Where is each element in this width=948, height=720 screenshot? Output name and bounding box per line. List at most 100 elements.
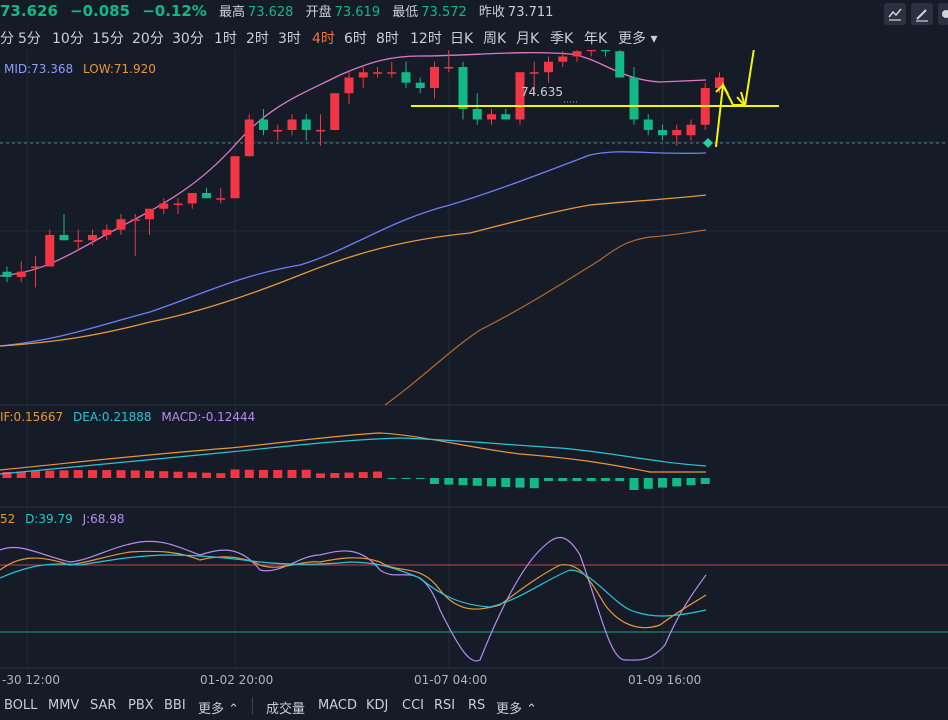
timeframe-tab[interactable]: 6时 xyxy=(344,31,367,47)
macd-histogram-bar xyxy=(216,473,226,478)
candle-body xyxy=(73,240,83,242)
grid-lines xyxy=(0,50,948,669)
macd-histogram-bar xyxy=(358,472,368,478)
indicator-tab[interactable]: BBI xyxy=(164,698,186,713)
x-axis-label: 01-07 04:00 xyxy=(414,673,488,687)
indicator-tab[interactable]: KDJ xyxy=(366,698,389,713)
x-axis-label: -30 12:00 xyxy=(2,673,60,687)
timeframe-tab[interactable]: 12时 xyxy=(410,31,442,47)
macd-histogram-bar xyxy=(586,478,596,481)
candle-body xyxy=(686,124,696,136)
candle-body xyxy=(629,77,639,120)
chart-area[interactable] xyxy=(0,50,948,690)
macd-histogram-bar xyxy=(202,472,211,478)
indicator-tab[interactable]: BOLL xyxy=(4,698,38,713)
timeframe-tab[interactable]: 更多 ▾ xyxy=(618,31,658,47)
macd-dea-label: DEA:0.21888 xyxy=(73,410,152,424)
draw-tool-button[interactable] xyxy=(911,3,933,25)
macd-histogram-bar xyxy=(415,478,425,479)
indicator-tab[interactable]: 更多 ⌃ xyxy=(496,702,538,717)
macd-histogram-bar xyxy=(145,470,154,478)
macd-histogram-bar xyxy=(572,478,582,481)
candle-body xyxy=(430,66,439,88)
candle-body xyxy=(558,56,568,62)
timeframe-tab[interactable]: 4时 xyxy=(312,31,335,47)
candle-body xyxy=(259,119,268,130)
candle-body xyxy=(145,208,154,220)
macd-histogram-bar xyxy=(187,472,197,478)
indicator-tab[interactable]: CCI xyxy=(402,698,424,713)
timeframe-tab[interactable]: 季K xyxy=(550,31,574,47)
candle-body xyxy=(401,72,411,83)
candle-body xyxy=(45,234,55,267)
indicator-tab[interactable]: 更多 ⌃ xyxy=(198,702,240,717)
candle-body xyxy=(2,271,12,277)
open-value: 73.619 xyxy=(334,5,381,20)
timeframe-tab[interactable]: 周K xyxy=(483,31,507,47)
indicator-tab[interactable]: 成交量 xyxy=(266,702,306,717)
candle-body xyxy=(458,66,468,109)
candle-body xyxy=(586,50,596,52)
macd-histogram-bar xyxy=(259,469,268,478)
annotations xyxy=(411,50,779,148)
candle-body xyxy=(287,119,297,130)
prev-close-value: 73.711 xyxy=(507,5,554,20)
macd-histogram-bar xyxy=(31,471,40,478)
timeframe-tab[interactable]: 月K xyxy=(516,31,540,47)
boll-lower-outer-line xyxy=(384,229,707,406)
timeframe-tab[interactable]: 年K xyxy=(584,31,608,47)
macd-histogram-bar xyxy=(558,478,568,481)
timeframe-tab[interactable]: 分 xyxy=(0,31,14,47)
indicator-tab[interactable]: MACD xyxy=(318,698,357,713)
pencil-icon xyxy=(916,9,928,22)
high-label: 最高 xyxy=(218,5,245,20)
timeframe-tab[interactable]: 20分 xyxy=(132,31,164,47)
candle-body xyxy=(387,72,397,74)
macd-histogram-bar xyxy=(401,478,411,479)
settings-button[interactable] xyxy=(938,3,948,25)
timeframe-tab[interactable]: 2时 xyxy=(246,31,269,47)
timeframe-tab[interactable]: 8时 xyxy=(376,31,399,47)
kdj-j-label: J:68.98 xyxy=(82,512,125,526)
candle-body xyxy=(230,156,240,199)
macd-histogram-bar xyxy=(2,472,12,478)
candle-body xyxy=(572,51,582,57)
macd-histogram-bar xyxy=(16,471,26,478)
candle-body xyxy=(31,266,40,268)
candle-body xyxy=(59,234,69,241)
candle-body xyxy=(601,50,610,52)
macd-histogram-bar xyxy=(273,469,283,478)
timeframe-tab[interactable]: 日K xyxy=(450,31,474,47)
indicator-tab[interactable]: RSI xyxy=(434,698,456,713)
macd-dif-label: IF:0.15667 xyxy=(0,410,64,424)
macd-histogram-bar xyxy=(73,470,83,478)
timeframe-tab[interactable]: 15分 xyxy=(92,31,124,47)
indicator-tab[interactable]: MMV xyxy=(48,698,80,713)
candle-body xyxy=(515,72,525,120)
macd-histogram-bar xyxy=(529,478,539,489)
bollinger-bands xyxy=(0,51,707,406)
timeframe-tab[interactable]: 3时 xyxy=(278,31,301,47)
candle-body xyxy=(159,203,169,209)
candle-body xyxy=(544,61,553,73)
price-change: −0.085 xyxy=(70,2,131,20)
timeframe-tab[interactable]: 10分 xyxy=(52,31,84,47)
candle-body xyxy=(330,93,340,130)
x-axis-label: 01-09 16:00 xyxy=(628,673,702,687)
kdj-legend: 52 D:39.79 J:68.98 xyxy=(0,512,125,526)
chart-style-button[interactable] xyxy=(884,3,906,25)
macd-histogram-bar xyxy=(458,478,468,486)
boll-legend: MID:73.368 LOW:71.920 xyxy=(4,62,156,76)
candle-body xyxy=(102,229,112,235)
quote-header: 73.626 −0.085 −0.12% 最高 73.628 开盘 73.619 最… xyxy=(0,0,880,22)
macd-histogram-bar xyxy=(601,478,610,481)
macd-histogram-bar xyxy=(244,469,254,478)
boll-mid-line xyxy=(0,151,707,347)
indicator-tab[interactable]: SAR xyxy=(90,698,117,713)
timeframe-tab[interactable]: 1时 xyxy=(214,31,237,47)
candle-body xyxy=(187,192,197,204)
timeframe-tab[interactable]: 5分 xyxy=(18,31,41,47)
indicator-tab[interactable]: RS xyxy=(468,698,486,713)
timeframe-tab[interactable]: 30分 xyxy=(172,31,204,47)
indicator-tab[interactable]: PBX xyxy=(128,698,154,713)
